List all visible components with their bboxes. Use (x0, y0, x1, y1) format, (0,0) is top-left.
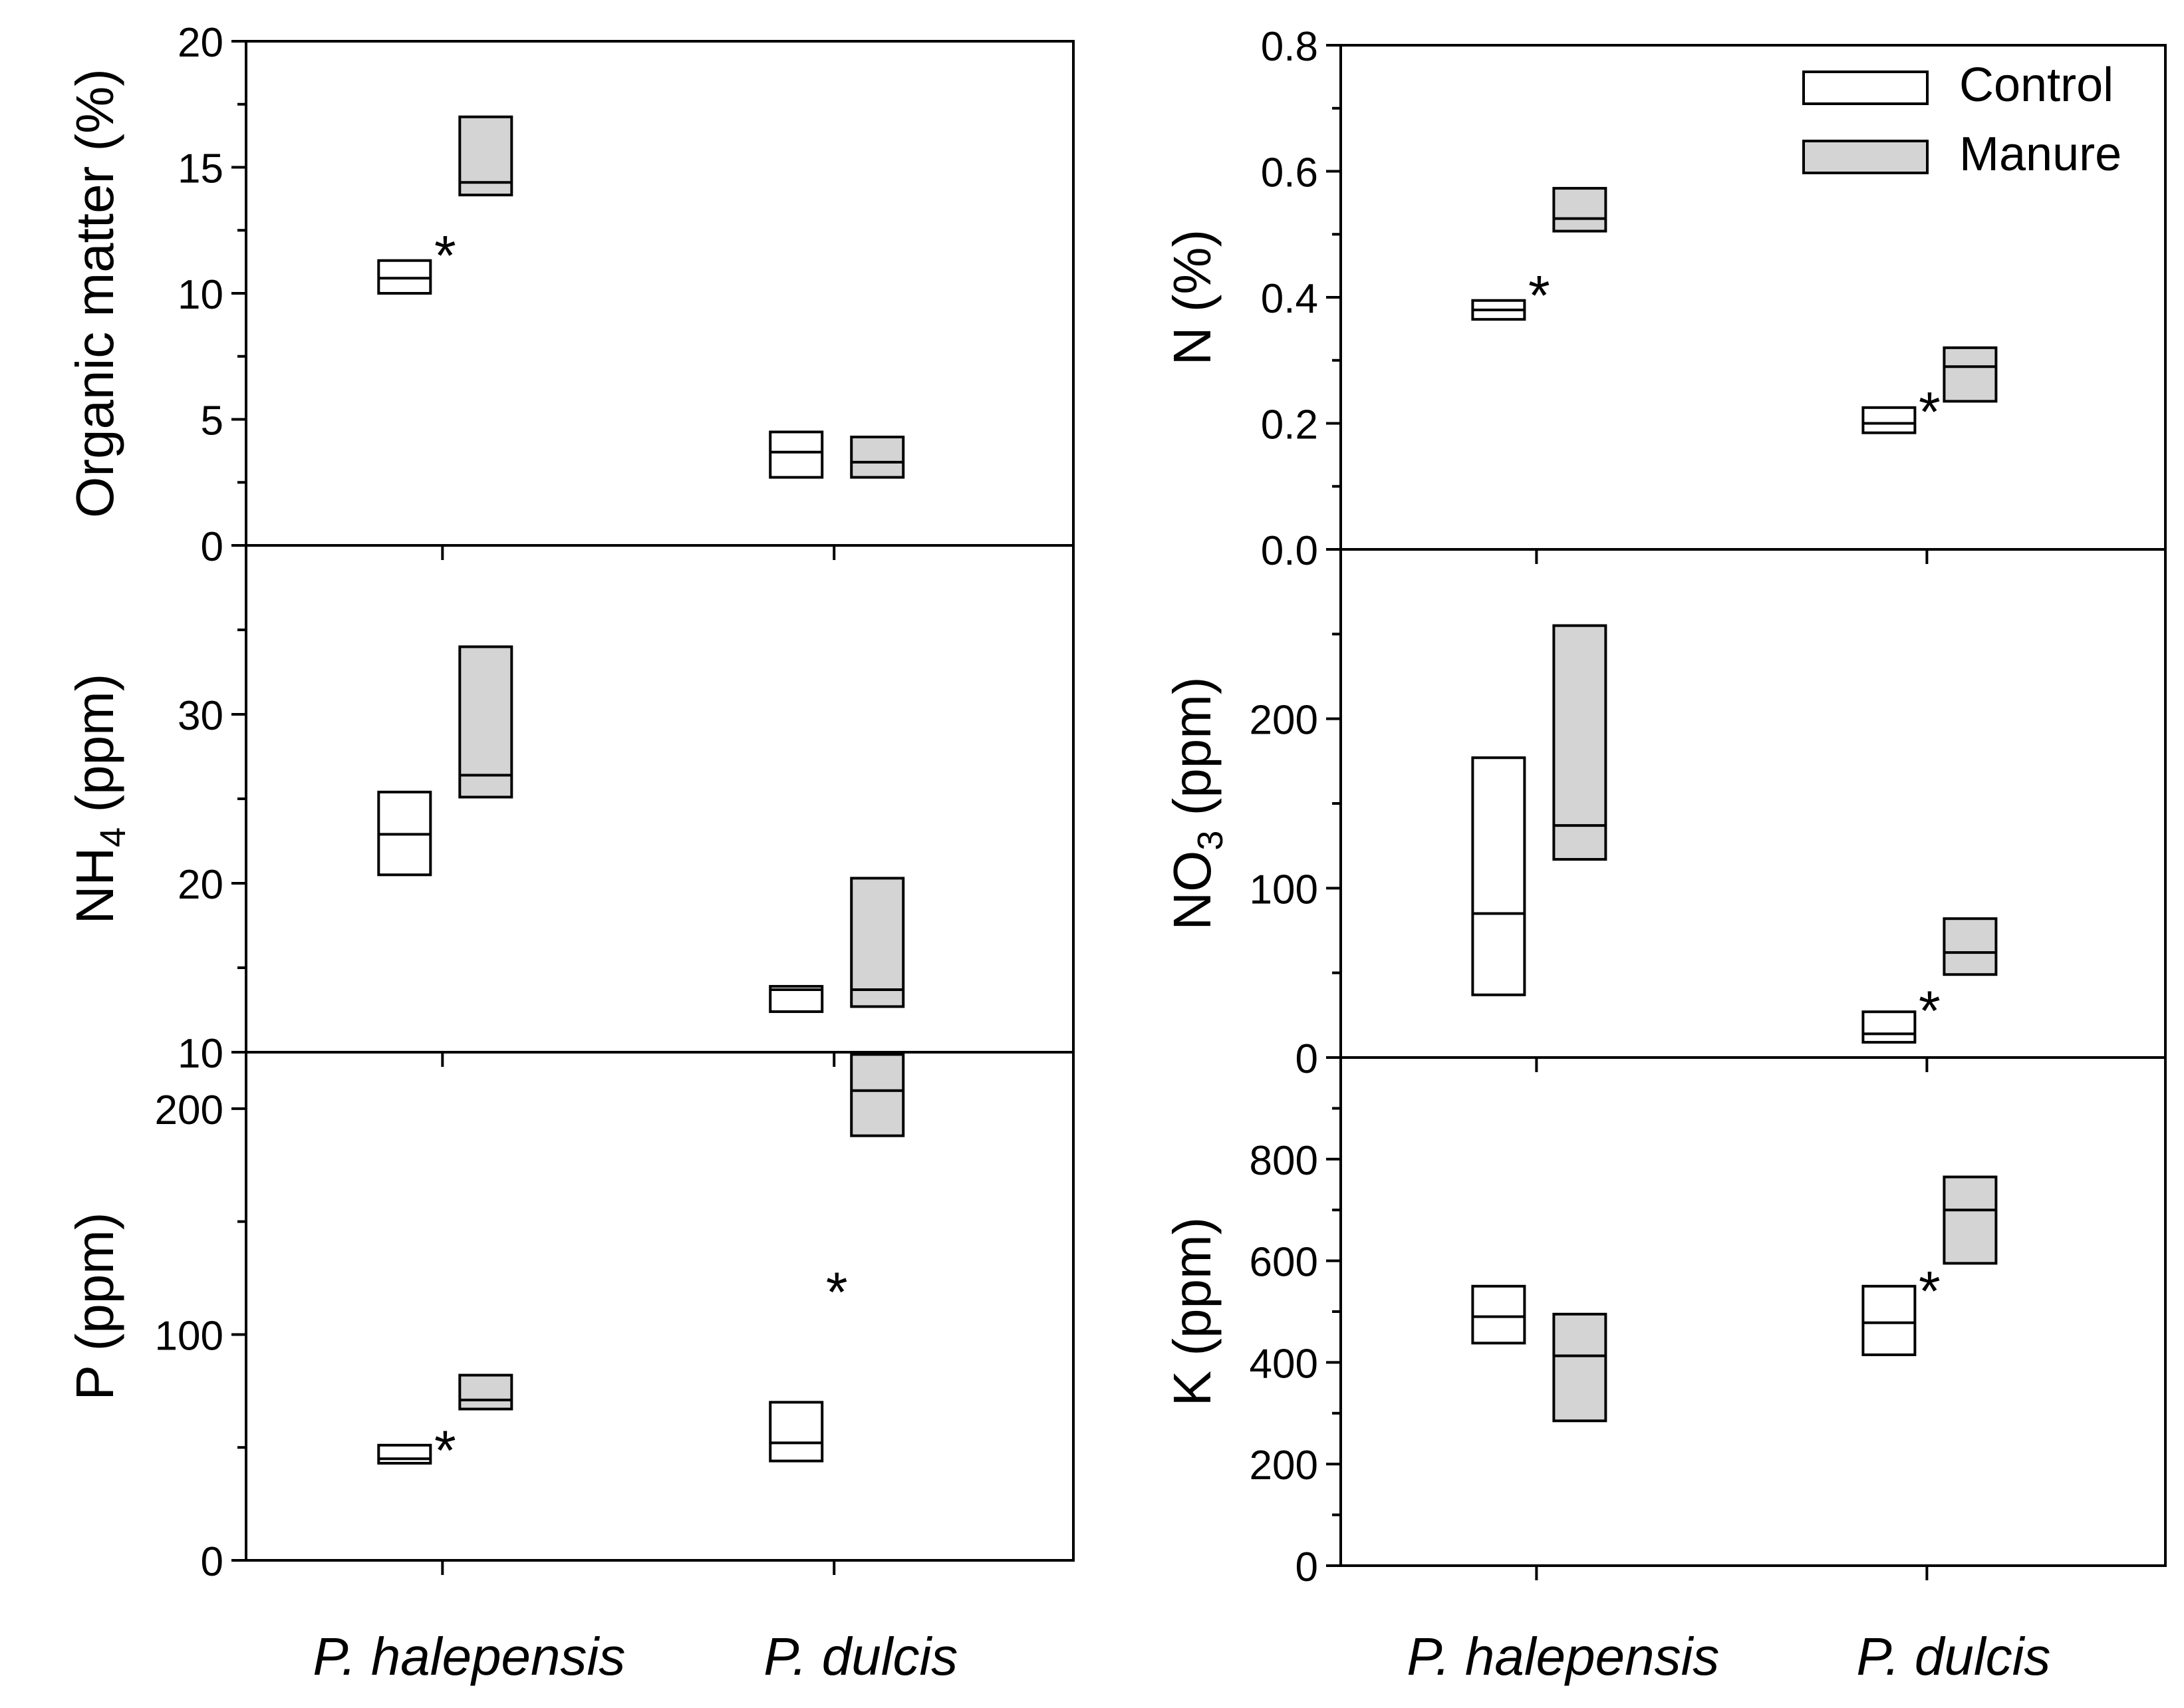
significance-asterisk: * (826, 1261, 848, 1324)
ytick-label: 10 (178, 272, 223, 318)
box-control-p-dulcis (769, 1401, 824, 1463)
box-control-p-halepensis (1471, 756, 1526, 996)
ytick-label: 0.8 (1261, 24, 1318, 70)
significance-asterisk: * (1919, 980, 1941, 1042)
box-control-p-dulcis (1861, 1284, 1917, 1356)
plot-frame-no3 (1339, 548, 2167, 1059)
ytick-label: 0.4 (1261, 276, 1318, 322)
significance-asterisk: * (434, 1419, 456, 1481)
box-manure-p-dulcis (850, 1053, 905, 1137)
ytick-label: 100 (1250, 867, 1318, 913)
ylabel-n: N (%) (1162, 229, 1222, 365)
ytick-label: 0 (1296, 1544, 1318, 1590)
ylabel-nh4: NH4 (ppm) (65, 674, 133, 925)
box-manure-p-halepensis (458, 645, 513, 799)
box-manure-p-halepensis (1552, 624, 1607, 861)
ytick-label: 0 (201, 1539, 223, 1585)
box-manure-p-halepensis (1552, 187, 1607, 233)
box-manure-p-halepensis (458, 1373, 513, 1411)
ytick-label: 30 (178, 693, 223, 739)
ylabel-k: K (ppm) (1162, 1217, 1222, 1407)
ytick-label: 600 (1250, 1240, 1318, 1286)
box-manure-p-dulcis (850, 436, 905, 479)
box-control-p-dulcis (1861, 406, 1917, 434)
xtick-label-p-halepensis: P. halepensis (313, 1627, 625, 1686)
ytick-label: 0.2 (1261, 402, 1318, 448)
ytick-label: 10 (178, 1031, 223, 1077)
box-manure-p-dulcis (1943, 917, 1998, 976)
ylabel-organic-matter: Organic matter (%) (65, 69, 124, 518)
ytick-label: 0 (201, 524, 223, 570)
box-manure-p-dulcis (1943, 346, 1998, 403)
legend-swatch-manure (1802, 140, 1929, 174)
ytick-label: 20 (178, 20, 223, 66)
significance-asterisk: * (1919, 380, 1941, 443)
significance-asterisk: * (1919, 1260, 1941, 1322)
panel-k: 0 200 400 600 800 P. halepensis P. dulcis * K (p… (1162, 1056, 2167, 1686)
xtick-label-p-dulcis: P. dulcis (763, 1627, 958, 1686)
ytick-label: 200 (1250, 1443, 1318, 1489)
ytick-label: 5 (201, 398, 223, 444)
panel-n: 0.0 0.2 0.4 0.6 0.8 * * N (%) (1162, 24, 2167, 574)
ylabel-no3: NO3 (ppm) (1162, 676, 1230, 930)
box-control-p-halepensis (377, 1443, 432, 1465)
legend-label-control: Control (1959, 59, 2114, 112)
plot-frame-n (1339, 44, 2167, 551)
chart-layer: 0 5 10 15 20 * Organic matter (%) 10 20 30 NH4 (pp… (65, 20, 2167, 1686)
box-manure-p-halepensis (1552, 1312, 1607, 1423)
ytick-label: 0.6 (1261, 150, 1318, 196)
panel-nh4: 10 20 30 NH4 (ppm) (65, 544, 1075, 1077)
ytick-label: 0 (1296, 1036, 1318, 1082)
panel-organic-matter: 0 5 10 15 20 * Organic matter (%) (65, 20, 1075, 570)
plot-frame-k (1339, 1056, 2167, 1567)
legend: Control Manure (1802, 59, 2121, 181)
box-manure-p-dulcis (1943, 1175, 1998, 1265)
box-control-p-dulcis (1861, 1010, 1917, 1044)
xtick-label-p-halepensis: P. halepensis (1407, 1627, 1719, 1686)
panel-no3: 0 100 200 * NO3 (ppm) (1162, 548, 2167, 1082)
plot-frame-p (245, 1051, 1075, 1562)
plot-frame-organic-matter (245, 40, 1075, 547)
ytick-label: 0.0 (1261, 528, 1318, 574)
ytick-label: 800 (1250, 1138, 1318, 1184)
ytick-label: 20 (178, 862, 223, 908)
ytick-label: 100 (155, 1313, 223, 1359)
panel-p: 0 100 200 P. halepensis P. dulcis * * P (ppm) (65, 1051, 1075, 1686)
significance-asterisk: * (434, 224, 456, 287)
plot-frame-nh4 (245, 544, 1075, 1054)
ylabel-p: P (ppm) (65, 1212, 124, 1400)
box-control-p-halepensis (1471, 1284, 1526, 1345)
box-manure-p-dulcis (850, 877, 905, 1008)
ytick-label: 200 (155, 1087, 223, 1133)
xtick-label-p-dulcis: P. dulcis (1856, 1627, 2050, 1686)
legend-label-manure: Manure (1959, 128, 2121, 181)
significance-asterisk: * (1528, 264, 1550, 327)
ytick-label: 200 (1250, 698, 1318, 744)
ytick-label: 400 (1250, 1341, 1318, 1387)
legend-swatch-control (1802, 71, 1929, 105)
box-control-p-dulcis (769, 430, 824, 479)
ytick-label: 15 (178, 146, 223, 192)
